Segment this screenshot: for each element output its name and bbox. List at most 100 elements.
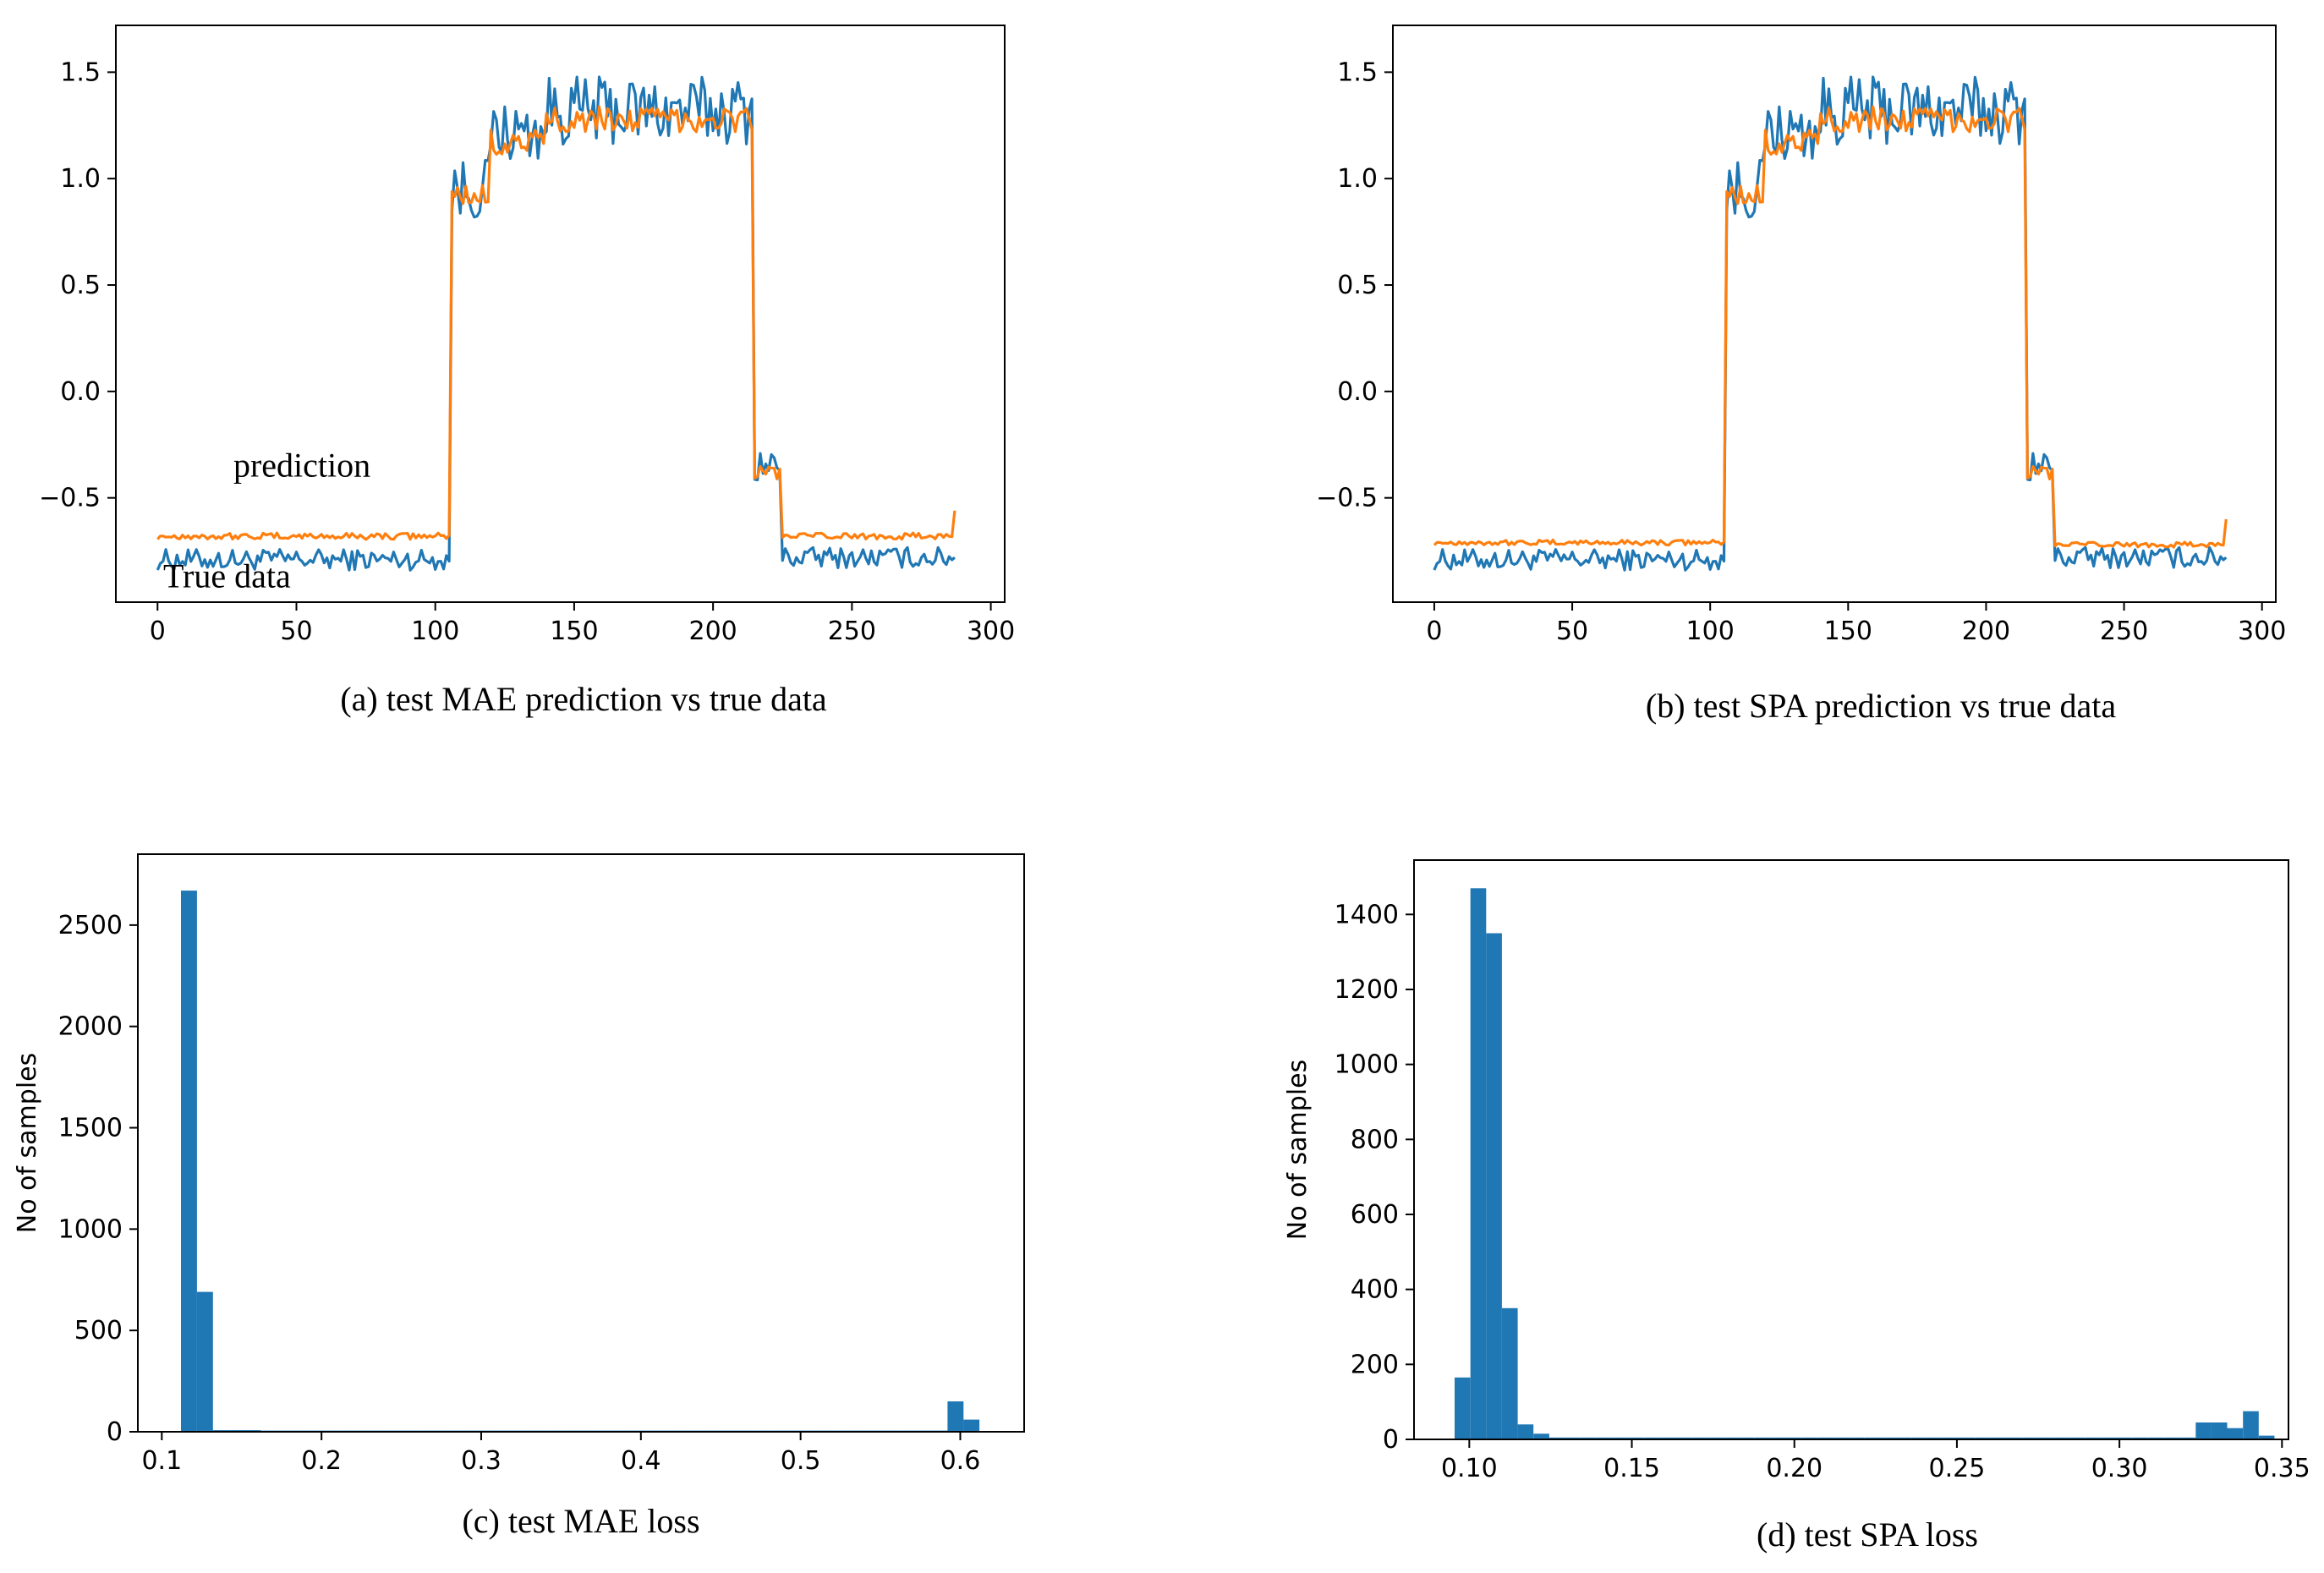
y-tick-label: 500 — [74, 1316, 123, 1346]
histogram-bar — [2148, 1437, 2164, 1439]
x-tick-label: 0.2 — [301, 1446, 342, 1476]
annotation-label: prediction — [233, 447, 370, 485]
chart-d-plot: 0.10 0.15 0.20 0.25 0.30 0.35 0 200 400 600 800 100… — [1283, 859, 2310, 1554]
histogram-bar — [1911, 1437, 1928, 1439]
x-tick-label: 0.25 — [1929, 1454, 1986, 1483]
histogram-bar — [1801, 1437, 1817, 1439]
y-axis-label: No of samples — [13, 1053, 42, 1234]
histogram-bar — [2179, 1437, 2196, 1439]
y-tick-label: 1400 — [1335, 900, 1399, 929]
x-tick-label: 0.5 — [781, 1446, 821, 1476]
x-tick-label: 300 — [2238, 617, 2286, 646]
x-tick-label: 0.20 — [1766, 1454, 1822, 1483]
x-tick-label: 0.4 — [621, 1446, 661, 1476]
chart-b-plot: 0 50 100 150 200 250 300 −0.5 0.0 0.5 1.0 1.5 (b) te… — [1316, 25, 2286, 725]
y-tick-label: 200 — [1351, 1350, 1399, 1379]
histogram-bar — [2211, 1422, 2228, 1439]
histogram-bar — [1691, 1437, 1707, 1439]
histogram-bar — [1896, 1437, 1912, 1439]
histogram-bar — [1612, 1437, 1629, 1439]
histogram-bar — [1565, 1437, 1581, 1439]
histogram-bar — [2195, 1422, 2212, 1439]
histogram-bar — [1628, 1437, 1644, 1439]
x-tick-label: 50 — [280, 617, 312, 646]
y-tick-label: 0.5 — [60, 271, 101, 300]
histogram-bar — [1596, 1437, 1613, 1439]
y-tick-label: 400 — [1351, 1275, 1399, 1305]
y-axis-label: No of samples — [1283, 1060, 1313, 1241]
histogram-bar — [1659, 1437, 1675, 1439]
x-tick-label: 100 — [1686, 617, 1735, 646]
histogram-bar — [2227, 1428, 2244, 1439]
x-tick-label: 0.6 — [940, 1446, 981, 1476]
chart-caption: (a) test MAE prediction vs true data — [340, 680, 827, 718]
histogram-bar — [1785, 1437, 1802, 1439]
histogram-bar — [2053, 1437, 2070, 1439]
y-tick-label: 2000 — [58, 1012, 123, 1042]
y-tick-label: 1000 — [58, 1214, 123, 1244]
histogram-bar — [1502, 1307, 1518, 1439]
x-tick-label: 300 — [967, 617, 1015, 646]
chart-caption: (d) test SPA loss — [1757, 1515, 1978, 1554]
histogram-bar — [2117, 1437, 2133, 1439]
x-tick-label: 0.15 — [1603, 1454, 1660, 1483]
histogram-bar — [1707, 1437, 1723, 1439]
histogram-bar — [2069, 1437, 2086, 1439]
histogram-bar — [1517, 1424, 1534, 1439]
histogram-bar — [1833, 1437, 1850, 1439]
histogram-bar — [1738, 1437, 1755, 1439]
y-tick-label: 1500 — [58, 1114, 123, 1143]
x-tick-label: 0.10 — [1441, 1454, 1498, 1483]
panel-a: prediction True data 0 50 100 150 200 250 300 −0.… — [0, 0, 1162, 761]
x-tick-label: 0 — [150, 617, 166, 646]
y-tick-label: 0.0 — [1337, 377, 1378, 407]
histogram-bar — [1959, 1437, 1976, 1439]
histogram-bar — [1864, 1437, 1881, 1439]
y-tick-label: 1.5 — [60, 58, 101, 87]
histogram-bar — [2085, 1437, 2102, 1439]
x-tick-label: 250 — [2100, 617, 2148, 646]
x-tick-label: 150 — [1824, 617, 1872, 646]
histogram-bar — [2132, 1437, 2149, 1439]
histogram-bar — [1486, 933, 1502, 1439]
series-line-true-data — [156, 75, 956, 572]
y-tick-label: −0.5 — [39, 484, 101, 513]
histogram-bar — [1975, 1437, 1991, 1439]
x-tick-label: 50 — [1556, 617, 1588, 646]
histogram-bar — [1723, 1437, 1739, 1439]
y-tick-label: 0 — [107, 1417, 123, 1447]
histogram-bar — [1849, 1437, 1865, 1439]
histogram-bar — [1548, 1437, 1565, 1439]
x-tick-label: 100 — [411, 617, 459, 646]
histogram-bar — [181, 891, 197, 1432]
plot-frame — [137, 853, 1025, 1433]
histogram-bar — [1990, 1437, 2007, 1439]
x-tick-label: 0.3 — [461, 1446, 502, 1476]
x-tick-label: 0.35 — [2254, 1454, 2310, 1483]
y-tick-label: 600 — [1351, 1200, 1399, 1230]
histogram-bar — [1943, 1437, 1960, 1439]
series-line-true-data — [1433, 75, 2228, 572]
plot-frame — [1392, 25, 2277, 603]
chart-c-plot: 0.1 0.2 0.3 0.4 0.5 0.6 0 500 1000 1500 2000 2500 (c… — [13, 853, 1025, 1540]
x-tick-label: 250 — [828, 617, 876, 646]
histogram-bar — [1880, 1437, 1896, 1439]
panel-b: 0 50 100 150 200 250 300 −0.5 0.0 0.5 1.0 1.5 (b) te… — [1162, 0, 2324, 761]
y-tick-label: −0.5 — [1316, 484, 1378, 513]
histogram-bar — [1455, 1377, 1471, 1439]
panel-d: 0.10 0.15 0.20 0.25 0.30 0.35 0 200 400 600 800 100… — [1162, 812, 2324, 1569]
histogram-bar — [2101, 1437, 2117, 1439]
chart-a-plot: prediction True data 0 50 100 150 200 250 300 −0.… — [39, 25, 1015, 718]
histogram-bar — [2022, 1437, 2038, 1439]
y-tick-label: 0.0 — [60, 377, 101, 407]
histogram-bar — [1675, 1437, 1691, 1439]
y-tick-label: 1200 — [1335, 975, 1399, 1005]
y-tick-label: 2500 — [58, 911, 123, 940]
x-tick-label: 200 — [1962, 617, 2010, 646]
y-tick-label: 1000 — [1335, 1050, 1399, 1080]
x-tick-label: 200 — [689, 617, 737, 646]
histogram-bar — [1643, 1437, 1660, 1439]
histogram-bar — [1581, 1437, 1597, 1439]
histogram-bar — [2258, 1435, 2275, 1439]
plot-frame — [115, 25, 1006, 603]
